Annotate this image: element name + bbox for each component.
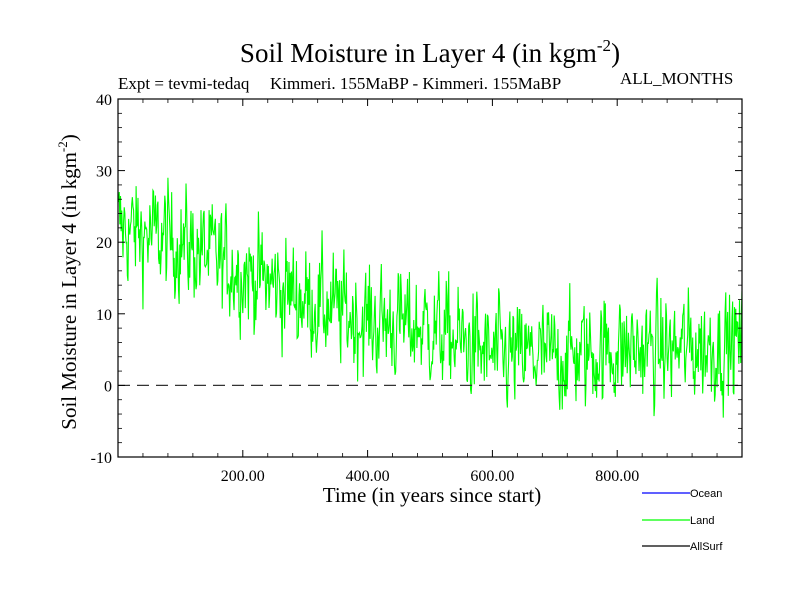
plot-frame bbox=[117, 98, 743, 458]
y-axis-label: Soil Moisture in Layer 4 (in kgm-2) bbox=[55, 134, 81, 429]
x-axis-label: Time (in years since start) bbox=[323, 483, 542, 507]
subtitle-months: ALL_MONTHS bbox=[620, 69, 733, 88]
y-tick-label: -10 bbox=[91, 450, 112, 467]
subtitle-experiment: Expt = tevmi-tedaq bbox=[118, 74, 250, 93]
y-tick-label: 30 bbox=[96, 164, 112, 181]
x-tick-label: 600.00 bbox=[470, 468, 514, 485]
chart-title: Soil Moisture in Layer 4 (in kgm-2) bbox=[240, 36, 620, 68]
legend-label-allsurf: AllSurf bbox=[690, 541, 723, 553]
series-line-land bbox=[118, 177, 742, 418]
y-axis-label-main: Soil Moisture in Layer 4 (in kgm bbox=[57, 152, 81, 430]
y-tick-label: 10 bbox=[96, 307, 112, 324]
subtitle-periods: Kimmeri. 155MaBP - Kimmeri. 155MaBP bbox=[270, 74, 561, 93]
legend-label-ocean: Ocean bbox=[690, 488, 722, 500]
y-tick-label: 0 bbox=[104, 378, 112, 395]
axis-layer: -10 0 10 20 30 40 200.00 400.00 600.00 800.00 bbox=[91, 92, 742, 485]
x-tick-label: 400.00 bbox=[346, 468, 390, 485]
y-axis-label-end: ) bbox=[57, 134, 81, 141]
y-axis-label-superscript: -2 bbox=[55, 141, 70, 152]
x-tick-label: 800.00 bbox=[595, 468, 639, 485]
series-layer bbox=[118, 177, 742, 418]
x-tick-label: 200.00 bbox=[221, 468, 265, 485]
legend-label-land: Land bbox=[690, 515, 714, 527]
y-tick-label: 20 bbox=[96, 235, 112, 252]
chart-title-main: Soil Moisture in Layer 4 (in kgm bbox=[240, 38, 597, 68]
chart-title-end: ) bbox=[611, 38, 620, 68]
chart-title-superscript: -2 bbox=[597, 36, 611, 55]
legend: Ocean Land AllSurf bbox=[642, 488, 723, 553]
y-tick-label: 40 bbox=[96, 92, 112, 109]
